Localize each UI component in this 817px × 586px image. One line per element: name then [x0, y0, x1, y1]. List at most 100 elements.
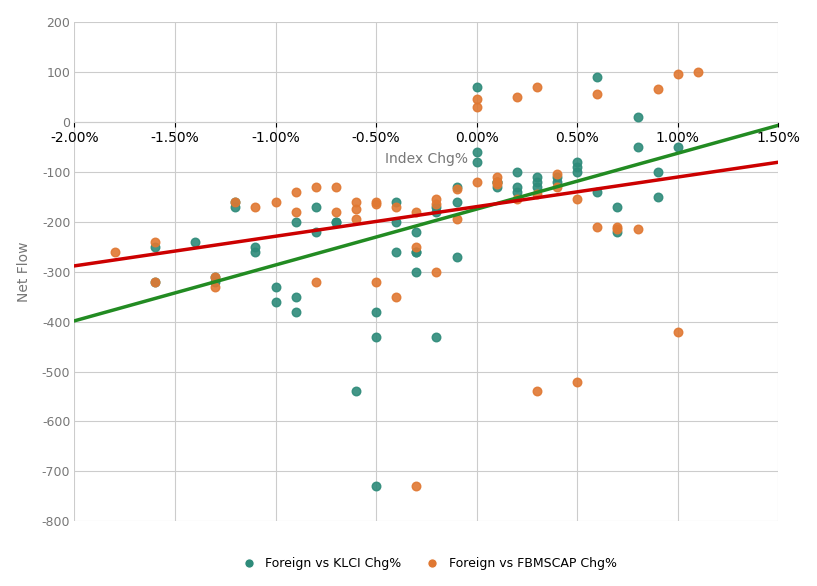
Foreign vs FBMSCAP Chg%: [410, 207, 423, 216]
Foreign vs FBMSCAP Chg%: [208, 282, 221, 291]
Foreign vs FBMSCAP Chg%: [551, 169, 564, 179]
Foreign vs KLCI Chg%: [490, 177, 503, 186]
Foreign vs FBMSCAP Chg%: [310, 277, 323, 286]
Foreign vs FBMSCAP Chg%: [490, 172, 503, 181]
Foreign vs KLCI Chg%: [410, 227, 423, 236]
Foreign vs KLCI Chg%: [229, 202, 242, 212]
Foreign vs FBMSCAP Chg%: [369, 199, 382, 209]
Foreign vs FBMSCAP Chg%: [530, 387, 543, 396]
Foreign vs FBMSCAP Chg%: [530, 189, 543, 199]
Foreign vs KLCI Chg%: [369, 332, 382, 341]
Foreign vs KLCI Chg%: [591, 72, 604, 81]
Foreign vs KLCI Chg%: [490, 177, 503, 186]
Foreign vs KLCI Chg%: [410, 267, 423, 276]
Foreign vs KLCI Chg%: [390, 217, 403, 226]
Foreign vs FBMSCAP Chg%: [470, 102, 483, 111]
Foreign vs FBMSCAP Chg%: [470, 94, 483, 104]
Foreign vs FBMSCAP Chg%: [269, 197, 282, 206]
Legend: Foreign vs KLCI Chg%, Foreign vs FBMSCAP Chg%: Foreign vs KLCI Chg%, Foreign vs FBMSCAP…: [231, 552, 622, 575]
Foreign vs KLCI Chg%: [390, 197, 403, 206]
Y-axis label: Net Flow: Net Flow: [16, 241, 31, 302]
Foreign vs FBMSCAP Chg%: [430, 267, 443, 276]
Foreign vs FBMSCAP Chg%: [289, 207, 302, 216]
Foreign vs KLCI Chg%: [571, 162, 584, 171]
Foreign vs KLCI Chg%: [551, 177, 564, 186]
Foreign vs FBMSCAP Chg%: [611, 224, 624, 234]
Foreign vs FBMSCAP Chg%: [310, 182, 323, 191]
Foreign vs FBMSCAP Chg%: [490, 179, 503, 189]
Foreign vs FBMSCAP Chg%: [350, 197, 363, 206]
Foreign vs KLCI Chg%: [611, 227, 624, 236]
Foreign vs KLCI Chg%: [189, 237, 202, 246]
Foreign vs KLCI Chg%: [208, 277, 221, 286]
Foreign vs FBMSCAP Chg%: [450, 214, 463, 224]
Foreign vs FBMSCAP Chg%: [369, 277, 382, 286]
Foreign vs KLCI Chg%: [631, 112, 644, 121]
Foreign vs FBMSCAP Chg%: [511, 195, 524, 204]
Foreign vs FBMSCAP Chg%: [591, 90, 604, 99]
Foreign vs KLCI Chg%: [149, 242, 162, 251]
Foreign vs KLCI Chg%: [410, 247, 423, 256]
Foreign vs FBMSCAP Chg%: [430, 195, 443, 204]
Foreign vs KLCI Chg%: [410, 247, 423, 256]
Foreign vs FBMSCAP Chg%: [229, 197, 242, 206]
Foreign vs KLCI Chg%: [350, 387, 363, 396]
Foreign vs FBMSCAP Chg%: [410, 242, 423, 251]
Foreign vs KLCI Chg%: [490, 182, 503, 191]
Foreign vs FBMSCAP Chg%: [651, 84, 664, 94]
Foreign vs FBMSCAP Chg%: [672, 327, 685, 336]
Foreign vs FBMSCAP Chg%: [369, 197, 382, 206]
Foreign vs FBMSCAP Chg%: [511, 92, 524, 101]
Foreign vs KLCI Chg%: [470, 82, 483, 91]
Foreign vs KLCI Chg%: [208, 272, 221, 281]
Foreign vs KLCI Chg%: [430, 202, 443, 212]
Foreign vs FBMSCAP Chg%: [390, 292, 403, 301]
Foreign vs FBMSCAP Chg%: [611, 222, 624, 231]
Foreign vs KLCI Chg%: [651, 167, 664, 176]
Foreign vs KLCI Chg%: [470, 157, 483, 166]
Foreign vs KLCI Chg%: [289, 292, 302, 301]
Foreign vs KLCI Chg%: [369, 482, 382, 491]
Foreign vs KLCI Chg%: [530, 177, 543, 186]
Foreign vs FBMSCAP Chg%: [108, 247, 121, 256]
Foreign vs KLCI Chg%: [530, 182, 543, 191]
Foreign vs FBMSCAP Chg%: [249, 202, 262, 212]
Foreign vs KLCI Chg%: [249, 242, 262, 251]
Foreign vs KLCI Chg%: [591, 187, 604, 196]
Foreign vs KLCI Chg%: [551, 172, 564, 181]
Foreign vs FBMSCAP Chg%: [530, 82, 543, 91]
Foreign vs FBMSCAP Chg%: [571, 377, 584, 386]
Foreign vs FBMSCAP Chg%: [631, 224, 644, 234]
Foreign vs KLCI Chg%: [611, 202, 624, 212]
Foreign vs KLCI Chg%: [329, 217, 342, 226]
Foreign vs KLCI Chg%: [571, 167, 584, 176]
Foreign vs KLCI Chg%: [631, 142, 644, 151]
Foreign vs KLCI Chg%: [651, 192, 664, 201]
Foreign vs KLCI Chg%: [269, 282, 282, 291]
Foreign vs KLCI Chg%: [450, 252, 463, 261]
Foreign vs KLCI Chg%: [310, 227, 323, 236]
Foreign vs FBMSCAP Chg%: [208, 272, 221, 281]
Foreign vs KLCI Chg%: [672, 142, 685, 151]
Foreign vs KLCI Chg%: [369, 307, 382, 316]
Foreign vs FBMSCAP Chg%: [591, 222, 604, 231]
Foreign vs FBMSCAP Chg%: [571, 195, 584, 204]
Foreign vs KLCI Chg%: [450, 197, 463, 206]
Foreign vs FBMSCAP Chg%: [490, 177, 503, 186]
Foreign vs KLCI Chg%: [511, 187, 524, 196]
Foreign vs FBMSCAP Chg%: [450, 185, 463, 194]
Foreign vs KLCI Chg%: [229, 197, 242, 206]
Foreign vs KLCI Chg%: [269, 297, 282, 306]
Foreign vs FBMSCAP Chg%: [329, 207, 342, 216]
Foreign vs FBMSCAP Chg%: [691, 67, 704, 76]
Foreign vs KLCI Chg%: [530, 172, 543, 181]
Foreign vs KLCI Chg%: [511, 182, 524, 191]
Foreign vs KLCI Chg%: [511, 167, 524, 176]
Foreign vs FBMSCAP Chg%: [551, 182, 564, 191]
X-axis label: Index Chg%: Index Chg%: [385, 152, 468, 166]
Foreign vs KLCI Chg%: [430, 332, 443, 341]
Foreign vs KLCI Chg%: [390, 247, 403, 256]
Foreign vs KLCI Chg%: [470, 147, 483, 156]
Foreign vs KLCI Chg%: [450, 182, 463, 191]
Foreign vs FBMSCAP Chg%: [149, 237, 162, 246]
